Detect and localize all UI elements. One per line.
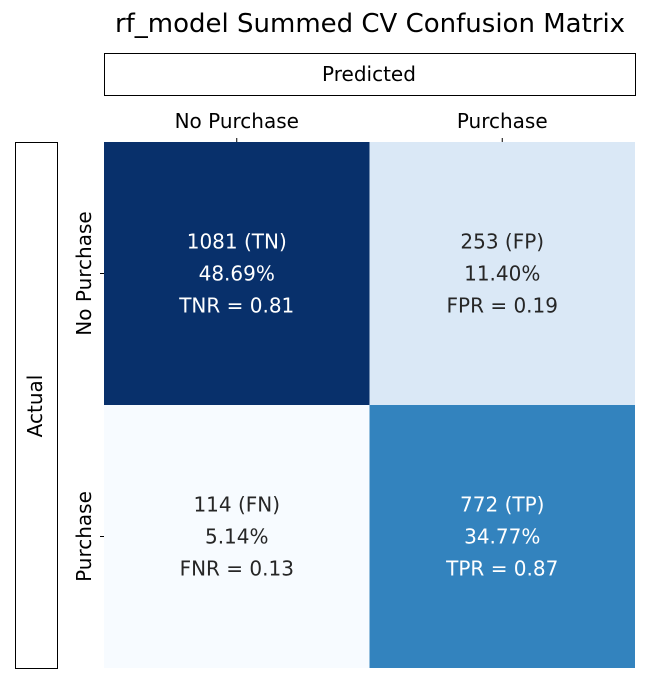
cell-label-0-0-0: 1081 (TN) bbox=[187, 230, 287, 254]
heatmap-cell-0-0 bbox=[104, 142, 370, 405]
heatmap-annotations: 1081 (TN) 48.69% TNR = 0.81 253 (FP) 11.40% F… bbox=[178, 230, 558, 581]
cell-label-1-1-0: 772 (TP) bbox=[460, 493, 544, 517]
cell-label-1-0-2: FNR = 0.13 bbox=[180, 557, 294, 581]
chart-title: rf_model Summed CV Confusion Matrix bbox=[115, 9, 625, 39]
y-axis-label: Actual bbox=[23, 375, 47, 438]
cell-label-0-0-2: TNR = 0.81 bbox=[178, 294, 294, 318]
x-tick-label-0: No Purchase bbox=[175, 109, 299, 133]
heatmap-cells bbox=[104, 142, 635, 668]
cell-label-0-1-2: FPR = 0.19 bbox=[447, 294, 558, 318]
y-tick-label-1: Purchase bbox=[72, 491, 96, 582]
x-tick-label-1: Purchase bbox=[457, 109, 548, 133]
cell-label-0-1-1: 11.40% bbox=[464, 262, 540, 286]
y-axis-label-box bbox=[15, 142, 58, 669]
y-tick-label-0: No Purchase bbox=[72, 211, 96, 335]
cell-label-1-0-0: 114 (FN) bbox=[193, 493, 280, 517]
cell-label-1-1-1: 34.77% bbox=[464, 525, 540, 549]
cell-label-1-0-1: 5.14% bbox=[205, 525, 269, 549]
cell-label-1-1-2: TPR = 0.87 bbox=[445, 557, 558, 581]
heatmap-cell-0-1 bbox=[369, 142, 635, 405]
cell-label-0-0-1: 48.69% bbox=[199, 262, 275, 286]
axis-ticks: No Purchase Purchase No Purchase Purchase bbox=[72, 109, 548, 582]
x-axis-label-box bbox=[104, 53, 636, 96]
cell-label-0-1-0: 253 (FP) bbox=[460, 230, 544, 254]
heatmap-cell-1-1 bbox=[369, 405, 635, 668]
heatmap-cell-1-0 bbox=[104, 405, 370, 668]
x-axis-label: Predicted bbox=[322, 62, 416, 86]
